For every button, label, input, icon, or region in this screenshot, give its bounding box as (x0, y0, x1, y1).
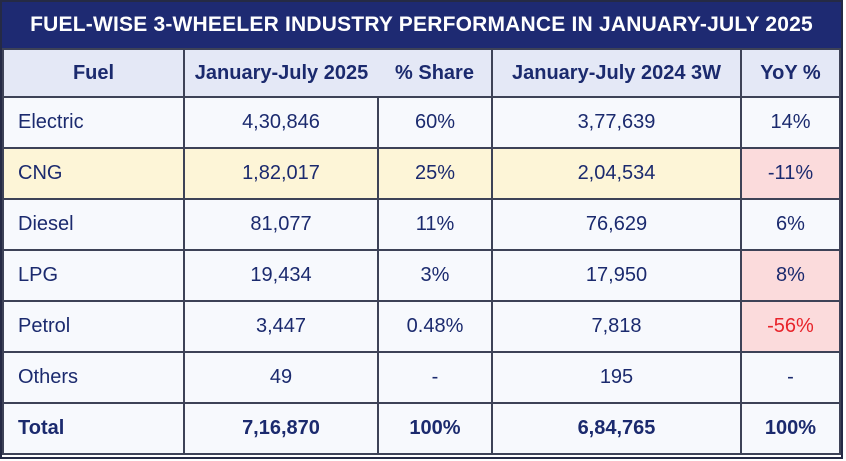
yoy-cell: 14% (740, 96, 841, 149)
value-2024-cell: 3,77,639 (491, 96, 742, 149)
fuel-cell: LPG (2, 249, 185, 302)
share-cell: 0.48% (377, 300, 493, 353)
fuel-cell: Diesel (2, 198, 185, 251)
column-header-2024: January-July 2024 3W (491, 48, 742, 98)
share-cell: 3% (377, 249, 493, 302)
table-row-total: Total 7,16,870 100% 6,84,765 100% (2, 402, 841, 455)
share-cell: 100% (377, 402, 493, 455)
value-2024-cell: 195 (491, 351, 742, 404)
value-2024-cell: 6,84,765 (491, 402, 742, 455)
value-2025-cell: 81,077 (183, 198, 379, 251)
value-2025-cell: 7,16,870 (183, 402, 379, 455)
table-row-petrol: Petrol 3,447 0.48% 7,818 -56% (2, 300, 841, 353)
header-row: Fuel January-July 2025 % Share January-J… (2, 48, 841, 98)
yoy-cell: 100% (740, 402, 841, 455)
table-row-electric: Electric 4,30,846 60% 3,77,639 14% (2, 96, 841, 149)
table-row-diesel: Diesel 81,077 11% 76,629 6% (2, 198, 841, 251)
title-bar: FUEL-WISE 3-WHEELER INDUSTRY PERFORMANCE… (2, 2, 841, 48)
share-cell: - (377, 351, 493, 404)
value-2025-cell: 3,447 (183, 300, 379, 353)
fuel-cell: Petrol (2, 300, 185, 353)
value-2025-cell: 4,30,846 (183, 96, 379, 149)
fuel-cell: CNG (2, 147, 185, 200)
share-cell: 11% (377, 198, 493, 251)
value-2024-cell: 17,950 (491, 249, 742, 302)
yoy-cell: 6% (740, 198, 841, 251)
value-2025-cell: 19,434 (183, 249, 379, 302)
share-cell: 25% (377, 147, 493, 200)
table-row-cng: CNG 1,82,017 25% 2,04,534 -11% (2, 147, 841, 200)
column-header-share: % Share (378, 48, 493, 98)
column-header-fuel: Fuel (2, 48, 185, 98)
table-row-lpg: LPG 19,434 3% 17,950 8% (2, 249, 841, 302)
yoy-cell: - (740, 351, 841, 404)
column-header-2025: January-July 2025 (183, 48, 378, 98)
table-row-others: Others 49 - 195 - (2, 351, 841, 404)
value-2025-cell: 1,82,017 (183, 147, 379, 200)
value-2024-cell: 76,629 (491, 198, 742, 251)
yoy-cell: -11% (740, 147, 841, 200)
value-2025-cell: 49 (183, 351, 379, 404)
yoy-cell: 8% (740, 249, 841, 302)
page-title: FUEL-WISE 3-WHEELER INDUSTRY PERFORMANCE… (30, 13, 813, 36)
value-2024-cell: 2,04,534 (491, 147, 742, 200)
yoy-cell: -56% (740, 300, 841, 353)
fuel-performance-table: Fuel January-July 2025 % Share January-J… (2, 48, 841, 455)
fuel-cell: Total (2, 402, 185, 455)
column-header-yoy: YoY % (740, 48, 841, 98)
fuel-cell: Electric (2, 96, 185, 149)
value-2024-cell: 7,818 (491, 300, 742, 353)
share-cell: 60% (377, 96, 493, 149)
fuel-cell: Others (2, 351, 185, 404)
